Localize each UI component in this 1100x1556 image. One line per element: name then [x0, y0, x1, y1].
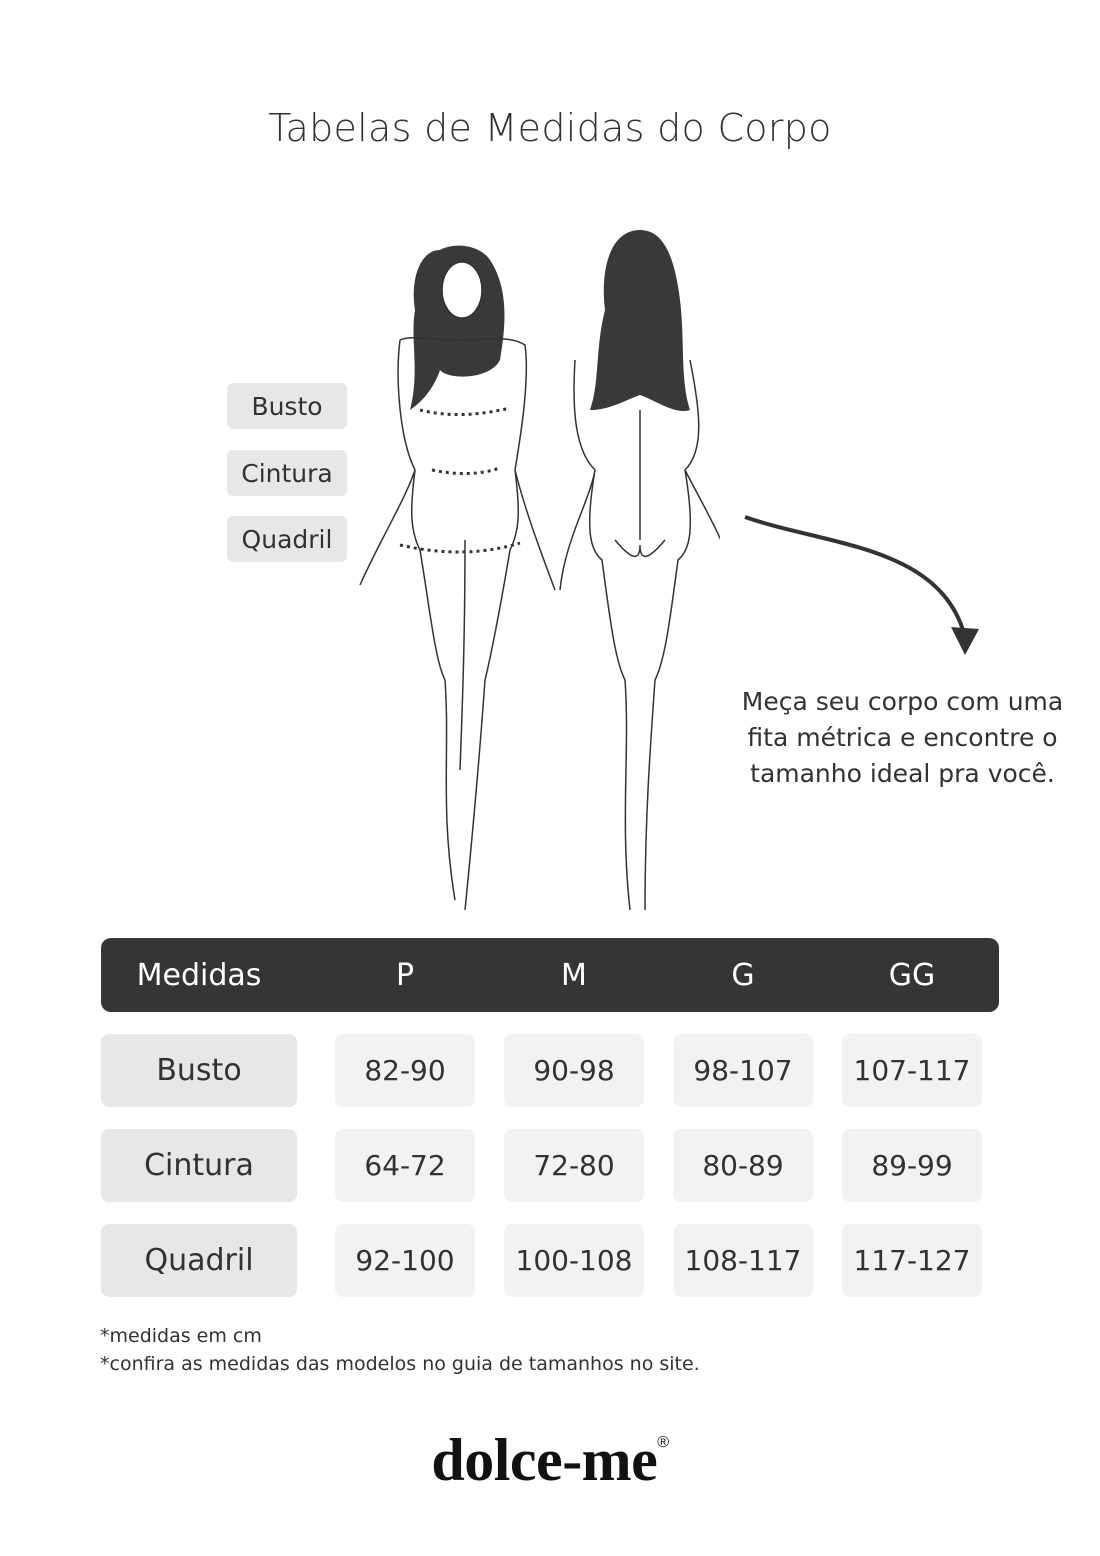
brand-logo: dolce-me® [0, 1426, 1100, 1495]
header-gg: GG [888, 957, 936, 993]
row-label: Cintura [101, 1129, 297, 1202]
logo-text: dolce-me [431, 1427, 658, 1493]
arrow-icon [744, 515, 979, 655]
size-value-cell: 82-90 [335, 1034, 475, 1107]
size-value-cell: 64-72 [335, 1129, 475, 1202]
label-busto: Busto [227, 383, 347, 429]
size-value-cell: 92-100 [335, 1224, 475, 1297]
size-value-cell: 72-80 [504, 1129, 644, 1202]
header-medidas: Medidas [136, 957, 262, 993]
label-cintura: Cintura [227, 450, 347, 496]
size-table-header: Medidas P M G GG [101, 938, 999, 1012]
size-value-cell: 108-117 [673, 1224, 813, 1297]
size-value-cell: 89-99 [842, 1129, 982, 1202]
size-value-cell: 80-89 [673, 1129, 813, 1202]
size-value-cell: 117-127 [842, 1224, 982, 1297]
label-quadril: Quadril [227, 516, 347, 562]
header-p: P [395, 957, 415, 993]
footnote: *medidas em cm [100, 1325, 262, 1347]
page-title: Tabelas de Medidas do Corpo [268, 106, 832, 150]
registered-mark: ® [657, 1434, 669, 1451]
header-m: M [561, 957, 587, 993]
body-figures-illustration [359, 230, 720, 911]
size-value-cell: 98-107 [673, 1034, 813, 1107]
size-value-cell: 100-108 [504, 1224, 644, 1297]
footnote: *confira as medidas das modelos no guia … [100, 1353, 700, 1375]
back-figure [559, 230, 720, 911]
row-label: Quadril [101, 1224, 297, 1297]
header-g: G [731, 957, 755, 993]
measuring-instruction: Meça seu corpo com uma fita métrica e en… [741, 687, 1064, 788]
size-value-cell: 107-117 [842, 1034, 982, 1107]
front-figure [359, 245, 556, 911]
size-value-cell: 90-98 [504, 1034, 644, 1107]
row-label: Busto [101, 1034, 297, 1107]
